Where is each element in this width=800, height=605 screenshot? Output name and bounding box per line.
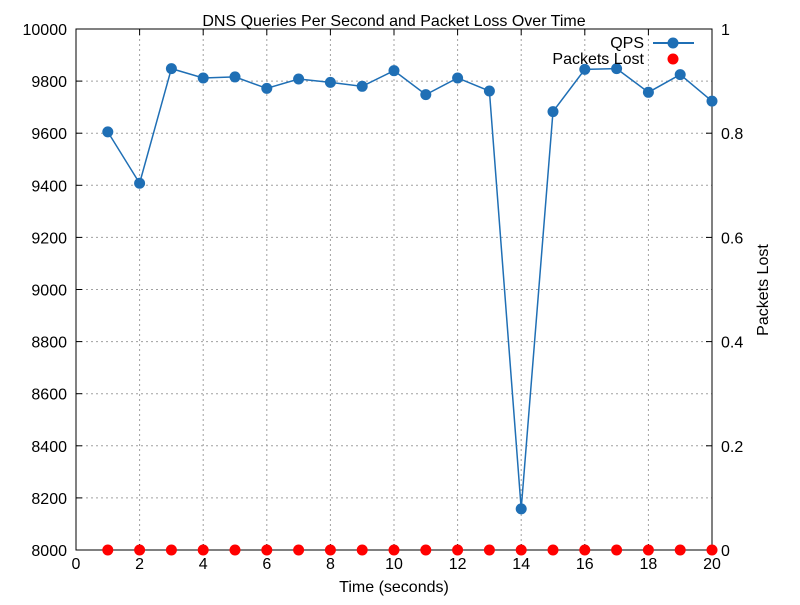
series-layer xyxy=(102,63,718,556)
data-point-packets-lost xyxy=(261,544,273,556)
legend: QPS Packets Lost xyxy=(552,35,694,68)
data-point-packets-lost xyxy=(420,544,432,556)
x-tick-label: 0 xyxy=(72,556,81,573)
data-point-qps xyxy=(579,63,591,75)
data-point-packets-lost xyxy=(102,544,114,556)
y-tick-label: 8200 xyxy=(31,491,67,508)
x-tick-label: 10 xyxy=(385,556,403,573)
x-tick-label: 12 xyxy=(449,556,467,573)
y-tick-label: 10000 xyxy=(23,22,68,39)
grid-lines xyxy=(76,29,712,550)
axis-ticks: 0 2 4 6 8 10 12 14 16 18 2080008200840086008800900… xyxy=(23,22,744,573)
x-tick-label: 8 xyxy=(326,556,335,573)
legend-label-packets-lost: Packets Lost xyxy=(552,51,644,68)
data-point-qps xyxy=(356,80,368,92)
y-tick-label: 9200 xyxy=(31,230,67,247)
legend-marker-packets-lost xyxy=(667,53,679,65)
data-point-qps xyxy=(483,85,495,97)
data-point-packets-lost xyxy=(611,544,623,556)
x-tick-label: 18 xyxy=(640,556,658,573)
data-point-qps xyxy=(452,72,464,84)
data-point-packets-lost xyxy=(293,544,305,556)
y-tick-label: 8600 xyxy=(31,387,67,404)
data-point-qps xyxy=(420,89,432,101)
data-point-qps xyxy=(706,95,718,107)
x-tick-label: 20 xyxy=(703,556,721,573)
data-point-qps xyxy=(324,76,336,88)
data-point-qps xyxy=(515,503,527,515)
x-tick-label: 14 xyxy=(512,556,530,573)
x-tick-label: 2 xyxy=(135,556,144,573)
data-point-packets-lost xyxy=(229,544,241,556)
data-point-qps xyxy=(102,126,114,138)
y2-tick-label: 0.4 xyxy=(721,335,743,352)
data-point-qps xyxy=(165,63,177,75)
data-point-packets-lost xyxy=(674,544,686,556)
y2-tick-label: 1 xyxy=(721,22,730,39)
y2-tick-label: 0.8 xyxy=(721,126,743,143)
y-tick-label: 9600 xyxy=(31,126,67,143)
data-point-packets-lost xyxy=(134,544,146,556)
data-point-packets-lost xyxy=(324,544,336,556)
x-axis-label: Time (seconds) xyxy=(339,579,449,596)
x-tick-label: 16 xyxy=(576,556,594,573)
data-point-packets-lost xyxy=(452,544,464,556)
y2-tick-label: 0 xyxy=(721,543,730,560)
data-point-qps xyxy=(134,177,146,189)
chart-title: DNS Queries Per Second and Packet Loss O… xyxy=(202,13,585,30)
y-tick-label: 9800 xyxy=(31,74,67,91)
data-point-packets-lost xyxy=(642,544,654,556)
data-point-qps xyxy=(229,71,241,83)
y-tick-label: 8400 xyxy=(31,439,67,456)
data-point-qps xyxy=(261,82,273,94)
data-point-qps xyxy=(388,65,400,77)
legend-label-qps: QPS xyxy=(610,35,644,52)
y-tick-label: 8800 xyxy=(31,335,67,352)
data-point-packets-lost xyxy=(706,544,718,556)
data-point-packets-lost xyxy=(197,544,209,556)
x-tick-label: 6 xyxy=(262,556,271,573)
data-point-qps xyxy=(642,86,654,98)
data-point-packets-lost xyxy=(547,544,559,556)
x-tick-label: 4 xyxy=(199,556,208,573)
data-point-packets-lost xyxy=(388,544,400,556)
y2-axis-label: Packets Lost xyxy=(755,244,772,336)
data-point-packets-lost xyxy=(165,544,177,556)
data-point-packets-lost xyxy=(483,544,495,556)
y-tick-label: 9000 xyxy=(31,283,67,300)
data-point-qps xyxy=(611,63,623,75)
data-point-packets-lost xyxy=(579,544,591,556)
data-point-packets-lost xyxy=(515,544,527,556)
data-point-qps xyxy=(197,72,209,84)
y2-tick-label: 0.6 xyxy=(721,230,743,247)
y2-tick-label: 0.2 xyxy=(721,439,743,456)
y-tick-label: 8000 xyxy=(31,543,67,560)
data-point-packets-lost xyxy=(356,544,368,556)
data-point-qps xyxy=(547,106,559,118)
y-tick-label: 9400 xyxy=(31,178,67,195)
data-point-qps xyxy=(293,73,305,85)
legend-marker-qps xyxy=(667,37,679,49)
data-point-qps xyxy=(674,69,686,81)
series-line-qps xyxy=(107,67,713,509)
